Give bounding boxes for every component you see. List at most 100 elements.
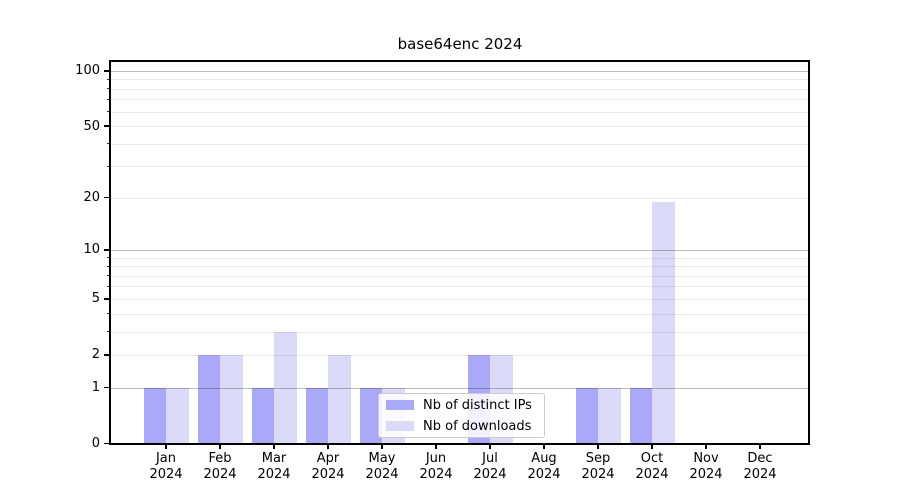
gridline-minor-30 bbox=[110, 166, 809, 168]
x-tick-label-jun: Jun 2024 bbox=[406, 451, 466, 484]
x-label-year: 2024 bbox=[257, 467, 291, 482]
bar-nb-of-downloads-apr bbox=[328, 354, 351, 444]
gridline-minor-9 bbox=[110, 257, 809, 259]
x-tick-label-feb: Feb 2024 bbox=[190, 451, 250, 484]
x-label-month: Feb bbox=[208, 450, 232, 466]
gridline-major-1 bbox=[110, 387, 809, 389]
x-label-year: 2024 bbox=[149, 467, 183, 482]
x-label-month: Dec bbox=[747, 450, 773, 466]
x-tick-label-aug: Aug 2024 bbox=[514, 451, 574, 484]
bar-nb-of-downloads-feb bbox=[220, 354, 243, 444]
bar-nb-of-distinct-ips-oct bbox=[629, 387, 652, 444]
legend: Nb of distinct IPs Nb of downloads bbox=[378, 393, 545, 438]
y-tick-label-5: 5 bbox=[91, 291, 100, 307]
x-label-year: 2024 bbox=[419, 467, 453, 482]
x-label-month: Apr bbox=[316, 450, 340, 466]
x-label-month: Jan bbox=[155, 450, 177, 466]
y-tick-label-10: 10 bbox=[83, 242, 100, 258]
x-tick-dec bbox=[759, 443, 761, 449]
y-tick-label-0: 0 bbox=[91, 436, 100, 451]
x-tick-jun bbox=[435, 443, 437, 449]
x-label-month: Jul bbox=[482, 450, 498, 466]
x-tick-label-apr: Apr 2024 bbox=[298, 451, 358, 484]
x-tick-label-sep: Sep 2024 bbox=[568, 451, 628, 484]
bar-nb-of-downloads-sep bbox=[598, 387, 621, 444]
x-label-year: 2024 bbox=[203, 467, 237, 482]
x-label-month: Nov bbox=[693, 450, 719, 466]
y-minor-tick-4 bbox=[107, 313, 110, 315]
x-label-month: Sep bbox=[585, 450, 611, 466]
bar-nb-of-downloads-mar bbox=[274, 331, 297, 444]
legend-row-distinct-ips: Nb of distinct IPs bbox=[386, 398, 536, 413]
gridline-minor-20 bbox=[110, 197, 809, 199]
y-tick-label-100: 100 bbox=[75, 63, 100, 79]
x-tick-aug bbox=[543, 443, 545, 449]
y-minor-tick-80 bbox=[107, 88, 110, 90]
bar-nb-of-downloads-oct bbox=[652, 201, 675, 444]
y-minor-tick-30 bbox=[107, 165, 110, 167]
x-tick-label-nov: Nov 2024 bbox=[676, 451, 736, 484]
y-minor-tick-50 bbox=[107, 125, 110, 127]
gridline-minor-60 bbox=[110, 111, 809, 113]
y-tick-label-20: 20 bbox=[83, 190, 100, 206]
y-minor-tick-90 bbox=[107, 78, 110, 80]
x-label-year: 2024 bbox=[581, 467, 615, 482]
y-minor-tick-20 bbox=[107, 197, 110, 199]
x-label-year: 2024 bbox=[365, 467, 399, 482]
y-tick-label-50: 50 bbox=[83, 118, 100, 134]
bar-nb-of-downloads-jan bbox=[166, 387, 189, 444]
x-tick-label-mar: Mar 2024 bbox=[244, 451, 304, 484]
x-tick-label-oct: Oct 2024 bbox=[622, 451, 682, 484]
y-minor-tick-3 bbox=[107, 331, 110, 333]
gridline-minor-2 bbox=[110, 354, 809, 356]
bar-nb-of-distinct-ips-feb bbox=[197, 354, 220, 444]
gridline-minor-80 bbox=[110, 88, 809, 90]
legend-swatch-downloads-icon bbox=[386, 421, 414, 431]
bar-nb-of-distinct-ips-apr bbox=[305, 387, 328, 444]
y-minor-tick-2 bbox=[107, 354, 110, 356]
x-tick-label-may: May 2024 bbox=[352, 451, 412, 484]
legend-label-downloads: Nb of downloads bbox=[423, 418, 532, 434]
x-label-year: 2024 bbox=[743, 467, 777, 482]
y-minor-tick-9 bbox=[107, 257, 110, 259]
y-minor-tick-6 bbox=[107, 285, 110, 287]
y-tick-1 bbox=[104, 386, 110, 389]
y-tick-100 bbox=[104, 70, 110, 72]
gridline-minor-90 bbox=[110, 79, 809, 81]
x-label-year: 2024 bbox=[689, 467, 723, 482]
x-label-year: 2024 bbox=[635, 467, 669, 482]
x-tick-nov bbox=[705, 443, 707, 449]
bar-nb-of-distinct-ips-jan bbox=[143, 387, 166, 444]
x-label-year: 2024 bbox=[311, 467, 345, 482]
bar-nb-of-distinct-ips-mar bbox=[251, 387, 274, 444]
y-minor-tick-5 bbox=[107, 298, 110, 300]
gridline-minor-4 bbox=[110, 313, 809, 315]
x-label-month: Oct bbox=[640, 450, 664, 466]
gridline-major-100 bbox=[110, 70, 809, 72]
x-label-month: Aug bbox=[531, 450, 557, 466]
bar-nb-of-distinct-ips-may bbox=[359, 387, 382, 444]
y-tick-label-1: 1 bbox=[91, 380, 100, 396]
x-tick-label-jul: Jul 2024 bbox=[460, 451, 520, 484]
gridline-minor-7 bbox=[110, 275, 809, 277]
gridline-minor-70 bbox=[110, 99, 809, 101]
x-label-month: May bbox=[368, 450, 396, 466]
gridline-minor-5 bbox=[110, 298, 809, 300]
legend-row-downloads: Nb of downloads bbox=[386, 419, 536, 434]
x-tick-oct bbox=[651, 443, 653, 449]
x-label-year: 2024 bbox=[473, 467, 507, 482]
y-minor-tick-70 bbox=[107, 98, 110, 100]
x-tick-sep bbox=[597, 443, 599, 449]
x-tick-label-dec: Dec 2024 bbox=[730, 451, 790, 484]
y-tick-0 bbox=[104, 442, 110, 445]
x-tick-apr bbox=[327, 443, 329, 449]
x-tick-jul bbox=[489, 443, 491, 449]
x-label-year: 2024 bbox=[527, 467, 561, 482]
legend-label-distinct-ips: Nb of distinct IPs bbox=[423, 397, 532, 413]
gridline-minor-3 bbox=[110, 331, 809, 333]
x-label-month: Jun bbox=[425, 450, 447, 466]
x-tick-label-jan: Jan 2024 bbox=[136, 451, 196, 484]
chart-title: base64enc 2024 bbox=[397, 35, 523, 53]
y-minor-tick-8 bbox=[107, 265, 110, 267]
